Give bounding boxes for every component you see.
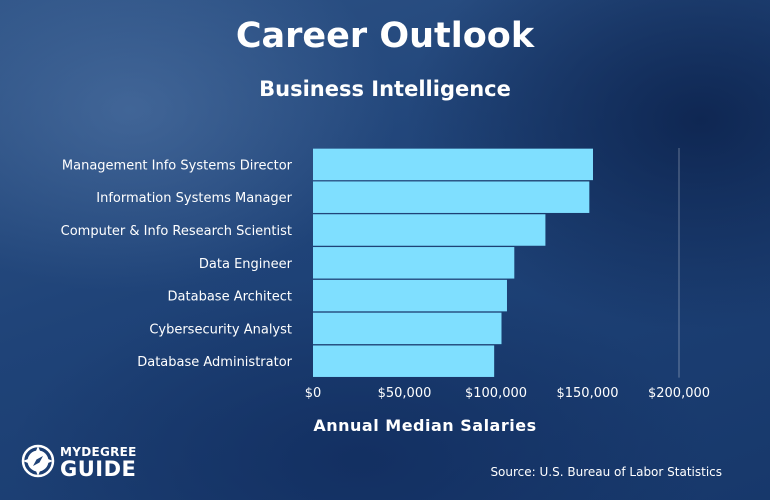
category-label: Database Architect — [168, 290, 292, 305]
chart-title: Career Outlook — [235, 16, 535, 56]
bar — [313, 214, 546, 246]
category-label: Computer & Info Research Scientist — [61, 224, 292, 239]
logo-text-top: MYDEGREE — [60, 445, 137, 459]
category-label: Cybersecurity Analyst — [149, 322, 292, 337]
logo-text-bottom: GUIDE — [60, 457, 137, 481]
x-tick-label: $100,000 — [465, 386, 527, 401]
compass-icon — [21, 444, 55, 478]
category-label: Management Info Systems Director — [62, 158, 293, 173]
category-label: Data Engineer — [199, 257, 293, 272]
bar — [313, 148, 593, 181]
x-tick-label: $50,000 — [378, 386, 432, 401]
x-tick-label: $0 — [305, 386, 322, 401]
x-tick-label: $200,000 — [648, 386, 710, 401]
bar — [313, 181, 590, 213]
brand-logo: MYDEGREE GUIDE — [20, 443, 160, 483]
x-axis-label: Annual Median Salaries — [313, 416, 537, 435]
bar — [313, 345, 495, 377]
category-label: Information Systems Manager — [96, 191, 292, 206]
bar — [313, 279, 507, 312]
x-tick-label: $150,000 — [556, 386, 618, 401]
bar — [313, 312, 502, 345]
bar — [313, 247, 515, 279]
category-label: Database Administrator — [137, 355, 292, 370]
chart-subtitle: Business Intelligence — [259, 77, 511, 101]
source-note: Source: U.S. Bureau of Labor Statistics — [490, 465, 722, 479]
